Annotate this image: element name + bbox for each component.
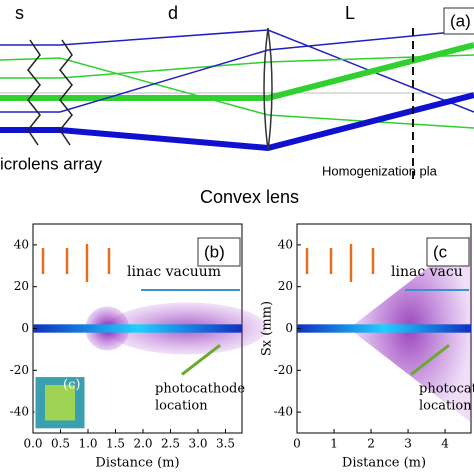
beam-core	[297, 324, 471, 333]
label: s	[15, 3, 24, 23]
x-tick-label: 3	[404, 437, 412, 451]
y-tick-label: -20	[10, 363, 29, 377]
x-tick-label: 0.5	[51, 437, 70, 451]
cathode-arrow	[410, 344, 450, 376]
y-axis-label: Sx (mm)	[260, 301, 275, 356]
x-tick-label: 2.5	[161, 437, 180, 451]
panel-label: (a)	[450, 11, 471, 30]
label: L	[345, 3, 355, 23]
cathode-label: location	[419, 399, 472, 414]
x-tick-label: 3.5	[216, 437, 235, 451]
ray	[0, 92, 474, 152]
vacuum-label: linac vacu	[391, 264, 463, 280]
x-tick-label: 1.5	[106, 437, 125, 451]
y-tick-label: 40	[278, 237, 293, 251]
label: icrolens array	[0, 154, 103, 173]
ray	[0, 54, 474, 79]
convex-lens	[263, 27, 273, 151]
x-tick-label: 4	[441, 437, 449, 451]
x-tick-label: 1.0	[78, 437, 97, 451]
x-tick-label: 2.0	[133, 437, 152, 451]
microlens	[59, 39, 73, 146]
label: Homogenization pla	[322, 163, 438, 178]
y-tick-label: 40	[14, 237, 29, 251]
label-box	[443, 7, 474, 35]
panel-label: (b)	[204, 242, 225, 261]
y-tick-label: 0	[21, 321, 29, 335]
optics-diagram: s d L (a) icrolens array Convex lens Hom…	[0, 3, 474, 207]
y-tick-label: -40	[10, 405, 29, 419]
x-tick-label: 1	[330, 437, 338, 451]
x-tick-label: 3.0	[188, 437, 207, 451]
label: Convex lens	[200, 187, 299, 207]
ray	[0, 29, 474, 113]
inset-core	[45, 384, 75, 421]
label: d	[168, 3, 178, 23]
microlens	[27, 39, 41, 146]
panel-label: (c	[433, 242, 448, 261]
panel: 40 20 0 -20 -40 0.0 0.5 1.0 1.5 2.0 2.5 3.0 3.5 Dista…	[10, 223, 267, 471]
x-tick-label: 0.0	[23, 437, 42, 451]
x-tick-label: 2	[367, 437, 375, 451]
y-tick-label: 20	[14, 279, 29, 293]
panel: 40 20 0 -20 -40 0 1 2 3 4 Distance (m) Sx (mm) (c lin…	[260, 223, 474, 471]
cathode-label: location	[155, 399, 208, 414]
y-tick-label: 0	[285, 321, 293, 335]
y-tick-label: -40	[274, 405, 293, 419]
x-tick-label: 0	[293, 437, 301, 451]
label-box	[197, 237, 241, 267]
y-tick-label: -20	[274, 363, 293, 377]
inset-label: (c)	[63, 377, 80, 392]
label-box	[426, 237, 470, 267]
cathode-label: photocathode	[419, 382, 474, 397]
vacuum-label: linac vacuum	[127, 264, 221, 280]
beam-core	[33, 324, 242, 333]
cathode-label: photocathode	[155, 382, 245, 397]
x-axis-label: Distance (m)	[95, 456, 179, 471]
x-axis-label: Distance (m)	[342, 456, 426, 471]
cathode-arrow	[181, 344, 221, 376]
y-tick-label: 20	[278, 279, 293, 293]
